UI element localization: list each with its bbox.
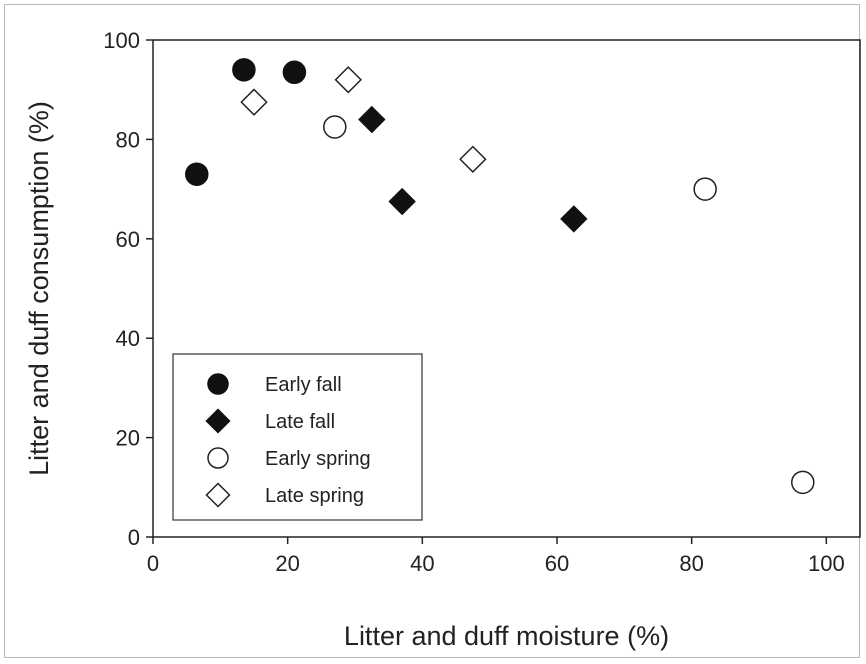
axes [152,39,861,538]
point-early-spring [791,470,815,495]
legend-label-late-spring: Late spring [265,485,364,507]
data-points [185,58,815,495]
legend-label-late-fall: Late fall [265,411,335,433]
plot-area [152,39,861,538]
legend-label-early-fall: Early fall [265,374,342,396]
x-tick-label: 20 [275,551,299,576]
x-tick-label: 40 [410,551,434,576]
point-late-spring [459,145,487,173]
legend-marker-early-spring [207,447,229,469]
point-early-fall [282,60,307,85]
point-late-fall [388,187,416,216]
point-late-fall [358,105,386,134]
point-late-spring [334,66,362,94]
y-tick-label: 0 [128,525,140,550]
point-early-fall [232,58,256,82]
legend-label-early-spring: Early spring [265,448,371,470]
legend: Early fall Late fall Early spring Late spri… [172,353,423,521]
point-early-spring [693,177,717,201]
point-late-fall [560,205,588,233]
x-tick-label: 60 [545,551,569,576]
y-axis-title: Litter and duff consumption (%) [24,101,54,476]
point-early-fall [185,162,209,186]
legend-marker-late-spring [205,482,231,508]
y-tick-label: 60 [116,227,140,252]
y-tick-label: 20 [116,426,140,451]
point-late-spring [240,88,268,116]
x-axis-title: Litter and duff moisture (%) [344,621,669,651]
point-early-spring [323,115,347,139]
ticks: 0 20 40 60 80 100 0 20 40 60 80 100 [103,28,844,576]
y-tick-label: 100 [103,28,140,53]
y-tick-label: 80 [116,127,140,152]
x-tick-label: 100 [808,551,845,576]
legend-marker-early-fall [207,373,229,395]
x-tick-label: 0 [147,551,159,576]
legend-marker-late-fall [205,408,231,434]
y-tick-label: 40 [116,326,140,351]
x-tick-label: 80 [679,551,703,576]
